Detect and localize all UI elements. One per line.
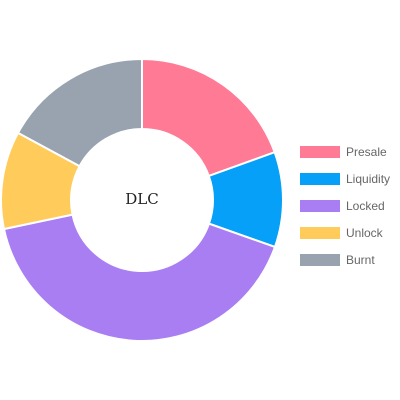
legend-swatch: [300, 145, 340, 158]
legend-label: Unlock: [346, 225, 383, 240]
legend-label: Liquidity: [346, 171, 391, 186]
legend-item-presale[interactable]: Presale: [300, 138, 390, 165]
legend-label: Presale: [346, 144, 387, 159]
slice-presale[interactable]: [141, 57, 276, 178]
slice-locked[interactable]: [2, 213, 277, 342]
legend-item-unlock[interactable]: Unlock: [300, 219, 390, 246]
legend-swatch: [300, 172, 340, 185]
legend: Presale Liquidity Locked Unlock Burnt: [300, 138, 390, 273]
slice-group: [0, 57, 284, 342]
legend-label: Burnt: [346, 252, 375, 267]
legend-swatch: [300, 199, 340, 212]
legend-item-burnt[interactable]: Burnt: [300, 246, 390, 273]
slice-burnt[interactable]: [16, 57, 143, 168]
legend-swatch: [300, 253, 340, 266]
legend-label: Locked: [346, 198, 385, 213]
legend-item-liquidity[interactable]: Liquidity: [300, 165, 390, 192]
legend-item-locked[interactable]: Locked: [300, 192, 390, 219]
center-label: DLC: [125, 190, 158, 208]
legend-swatch: [300, 226, 340, 239]
